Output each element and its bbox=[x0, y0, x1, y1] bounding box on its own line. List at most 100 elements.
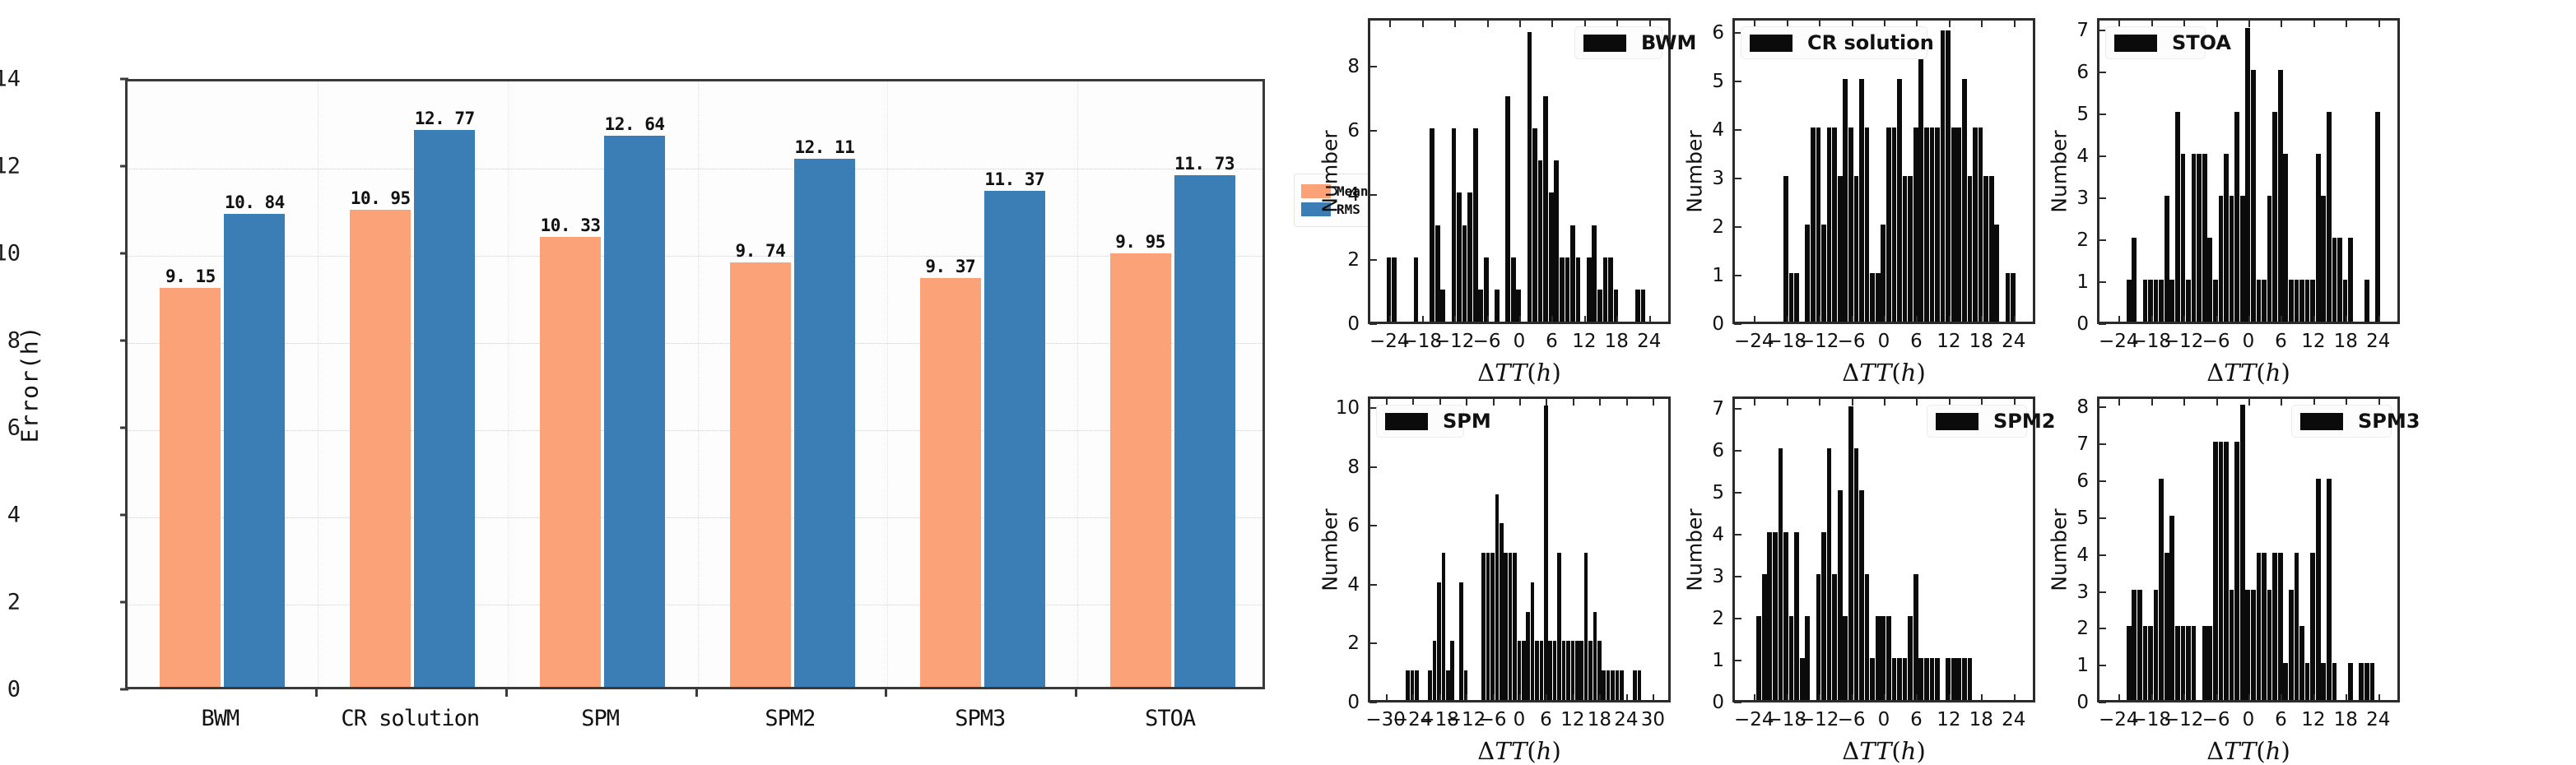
histogram-xtick-mark-top bbox=[1519, 20, 1521, 27]
legend-label-mean: Mean bbox=[1337, 183, 1369, 199]
histogram-bar bbox=[1853, 448, 1859, 700]
histogram-bar bbox=[1611, 670, 1615, 700]
histogram-xtick-label: −6 bbox=[1837, 331, 1866, 352]
histogram-xtick-mark bbox=[1916, 694, 1918, 702]
histogram-bar bbox=[1859, 490, 1864, 700]
histogram-ytick-mark bbox=[1734, 80, 1741, 82]
histogram-bar bbox=[1837, 175, 1843, 322]
histogram-xtick-mark-top bbox=[2151, 20, 2153, 27]
histogram-xtick-mark bbox=[1421, 316, 1424, 323]
histogram-ytick-mark bbox=[1369, 407, 1377, 410]
histogram-bar bbox=[2364, 663, 2369, 700]
histogram-bar bbox=[1756, 616, 1762, 700]
histogram-xtick-mark bbox=[1519, 694, 1521, 702]
histogram-bar bbox=[2159, 479, 2164, 700]
histogram-xtick-mark-top bbox=[1583, 20, 1586, 27]
histogram-ytick-mark bbox=[2099, 702, 2106, 703]
bar-spm2-rms bbox=[793, 159, 855, 687]
histogram-ytick-label: 3 bbox=[2076, 188, 2089, 210]
histogram-ytick-label: 5 bbox=[1712, 482, 1724, 504]
histogram-xtick-mark bbox=[2183, 316, 2186, 323]
histogram-bar bbox=[1805, 224, 1811, 322]
histogram-xtick-mark-top bbox=[2281, 20, 2283, 27]
histogram-bar bbox=[2005, 272, 2011, 322]
histogram-bar bbox=[2169, 515, 2175, 700]
histogram-xtick-label: 12 bbox=[1937, 709, 1961, 730]
histogram-xtick-label: −30 bbox=[1365, 709, 1406, 730]
histogram-xtick-mark-top bbox=[1884, 398, 1886, 406]
histogram-ytick-mark bbox=[1734, 274, 1741, 276]
histogram-legend-swatch bbox=[1936, 412, 1978, 430]
histogram-bar bbox=[1956, 658, 1962, 700]
histogram-bar bbox=[1897, 78, 1902, 322]
histogram-legend-label: SPM bbox=[1443, 410, 1491, 433]
histogram-xtick-mark bbox=[1385, 694, 1388, 702]
histogram-bar bbox=[2348, 663, 2354, 700]
legend-entry-mean: Mean bbox=[1301, 183, 1377, 199]
bar-chart-ytick-label: 8 bbox=[7, 327, 21, 354]
histogram-bar bbox=[1527, 31, 1532, 322]
histogram-ytick-mark bbox=[2099, 155, 2106, 158]
histogram-ytick-label: 5 bbox=[2076, 104, 2089, 126]
histogram-xtick-label: 0 bbox=[1513, 709, 1526, 730]
histogram-bar bbox=[1886, 616, 1891, 700]
histogram-xtick-mark bbox=[2378, 694, 2380, 702]
histogram-bar bbox=[1566, 641, 1570, 700]
histogram-bar bbox=[2169, 280, 2175, 322]
legend-label-rms: RMS bbox=[1337, 202, 1360, 217]
histogram-xtick-mark bbox=[1616, 316, 1619, 323]
histogram-bar bbox=[2327, 479, 2332, 700]
histogram-xtick-mark-top bbox=[1616, 20, 1619, 27]
histogram-xtick-mark-top bbox=[1948, 398, 1951, 406]
histogram-xtick-mark bbox=[1851, 694, 1853, 702]
histogram-xtick-label: 0 bbox=[1513, 331, 1526, 352]
histogram-bar bbox=[1588, 641, 1593, 700]
histogram-bar bbox=[2342, 280, 2348, 322]
histogram-bar bbox=[2234, 442, 2240, 700]
histogram-ytick-label: 6 bbox=[2076, 471, 2089, 493]
histogram-ytick-mark bbox=[2099, 281, 2106, 284]
histogram-xtick-label: 6 bbox=[1540, 709, 1552, 730]
histogram-bar bbox=[2186, 626, 2191, 700]
bar-value-label: 9. 37 bbox=[925, 257, 976, 277]
histogram-bar bbox=[1637, 670, 1642, 700]
histogram-ytick-label: 0 bbox=[1712, 692, 1724, 713]
histogram-bar bbox=[2283, 663, 2289, 700]
histogram-ylabel: Number bbox=[1682, 130, 1707, 213]
histogram-axes bbox=[2097, 18, 2400, 324]
histogram-xtick-mark-top bbox=[2378, 20, 2380, 27]
histogram-xtick-mark-top bbox=[1916, 398, 1918, 406]
histogram-bar bbox=[1918, 30, 1924, 322]
histogram-xlabel: ΔTT(h) bbox=[1477, 359, 1561, 387]
histogram-bar bbox=[2299, 626, 2304, 700]
histogram-bar bbox=[1994, 224, 2000, 322]
histogram-xtick-mark-top bbox=[1948, 20, 1951, 27]
histogram-xtick-label: −24 bbox=[2099, 331, 2139, 352]
histogram-bar bbox=[1988, 175, 1994, 322]
histogram-ytick-mark bbox=[1734, 450, 1741, 452]
histogram-xtick-label: 24 bbox=[2002, 331, 2026, 352]
histogram-xtick-label: −24 bbox=[2099, 709, 2139, 730]
histogram-grid: 0 2 4 6 8 −24 −18 −12 −6 0 6 12 18 24 Number ΔTT(h) BWM 0… bbox=[1292, 0, 2576, 765]
histogram-ytick-label: 2 bbox=[1712, 216, 1724, 238]
histogram-xlabel: ΔTT(h) bbox=[1477, 737, 1561, 765]
histogram-xtick-mark-top bbox=[1819, 20, 1821, 27]
histogram-xtick-mark-top bbox=[1786, 398, 1788, 406]
histogram-ytick-mark bbox=[1734, 408, 1741, 410]
histogram-bar bbox=[2126, 626, 2132, 700]
bar-value-label: 12. 11 bbox=[794, 137, 855, 158]
histogram-xtick-mark-top bbox=[1412, 398, 1415, 406]
bar-chart-ytick-label: 14 bbox=[0, 66, 21, 92]
histogram-bar bbox=[1946, 30, 1951, 322]
histogram-bar bbox=[1413, 257, 1419, 322]
histogram-xtick-mark bbox=[1948, 316, 1951, 323]
histogram-xtick-label: 24 bbox=[2002, 709, 2026, 730]
bar-chart-axes: 9. 15 10. 84 10. 95 12. 77 10. 33 12. 64 9. 74… bbox=[125, 79, 1383, 689]
histogram-bar bbox=[2251, 589, 2256, 700]
histogram-ytick-mark bbox=[1734, 177, 1741, 179]
histogram-ytick-mark bbox=[1734, 660, 1741, 662]
histogram-xtick-mark-top bbox=[1648, 20, 1651, 27]
histogram-legend-label: CR solution bbox=[1807, 31, 1934, 54]
histogram-xtick-mark-top bbox=[1851, 20, 1853, 27]
